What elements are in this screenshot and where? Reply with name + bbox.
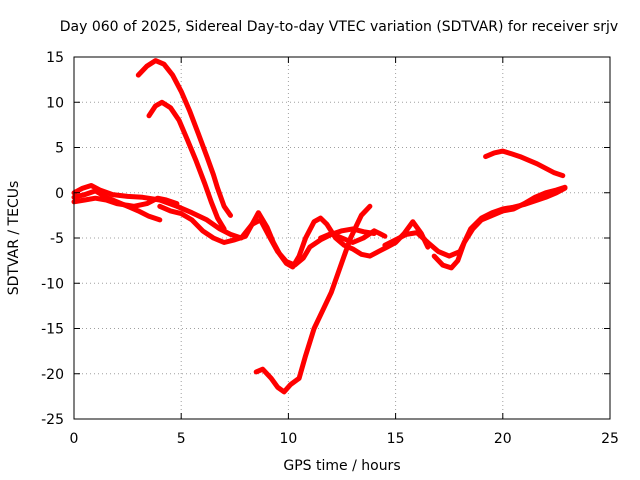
- y-tick-label: 15: [46, 50, 64, 66]
- y-tick-label: -5: [50, 231, 64, 247]
- x-tick-label: 0: [70, 431, 79, 447]
- chart-title: Day 060 of 2025, Sidereal Day-to-day VTE…: [60, 19, 618, 35]
- x-tick-label: 10: [279, 431, 297, 447]
- series-line-track-g: [253, 203, 373, 395]
- y-tick-label: -25: [41, 412, 64, 428]
- y-axis-label: SDTVAR / TECUs: [6, 181, 22, 296]
- series-line-track-b: [146, 99, 227, 232]
- x-axis-label: GPS time / hours: [283, 458, 400, 474]
- y-tick-label: 0: [55, 186, 64, 202]
- x-tick-label: 20: [494, 431, 512, 447]
- ticks-layer: 0 5 10 15 20 25 -25 -20 -15 -10 -5 0 5 10 15: [41, 50, 619, 447]
- series-line-track-a: [135, 58, 233, 218]
- series-line-track-f: [157, 203, 431, 270]
- y-tick-label: -15: [41, 322, 64, 338]
- y-tick-label: 10: [46, 95, 64, 111]
- x-tick-label: 25: [601, 431, 619, 447]
- series-line-track-k: [318, 228, 388, 245]
- series-layer: [71, 58, 568, 395]
- series-line-track-e: [71, 195, 180, 209]
- series-line-track-i: [431, 184, 568, 271]
- series-line-track-j: [483, 148, 566, 179]
- x-tick-label: 15: [387, 431, 405, 447]
- x-tick-label: 5: [177, 431, 186, 447]
- y-tick-label: -10: [41, 276, 64, 292]
- y-tick-label: -20: [41, 367, 64, 383]
- y-tick-label: 5: [55, 141, 64, 157]
